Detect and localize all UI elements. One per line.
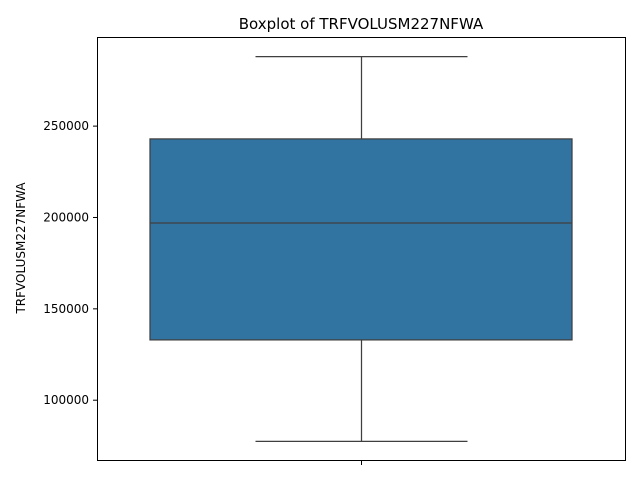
y-axis-ticks: 100000 150000 200000 250000	[43, 119, 98, 407]
y-tick-label-1: 150000	[43, 302, 89, 316]
plot-frame	[97, 37, 626, 461]
plot-area	[149, 56, 573, 442]
y-tick-label-2: 200000	[43, 210, 89, 224]
y-tick-label-0: 100000	[43, 393, 89, 407]
chart-title: Boxplot of TRFVOLUSM227NFWA	[239, 15, 484, 33]
y-tick-label-3: 250000	[43, 119, 89, 133]
y-axis-label: TRFVOLUSM227NFWA	[14, 182, 28, 315]
iqr-box	[149, 138, 573, 341]
